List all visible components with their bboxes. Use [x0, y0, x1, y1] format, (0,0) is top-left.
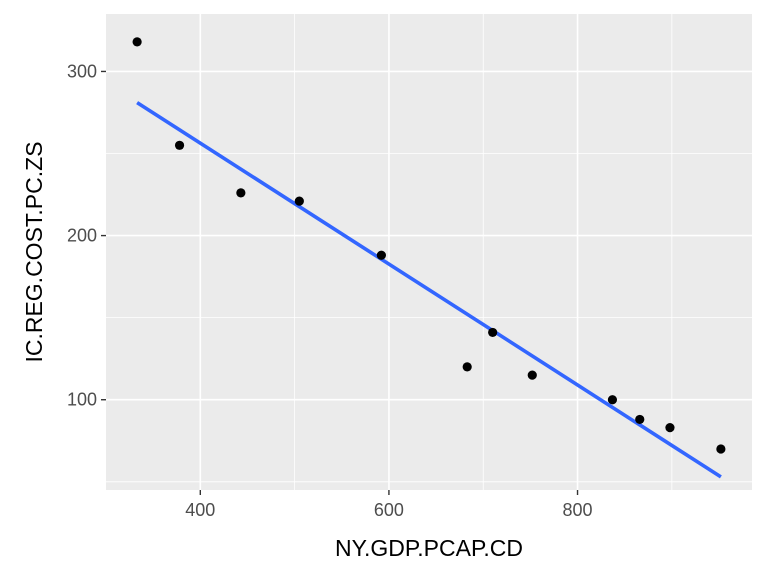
x-axis-title: NY.GDP.PCAP.CD: [335, 535, 523, 561]
data-point: [527, 370, 537, 380]
data-point: [462, 362, 472, 372]
data-point: [635, 414, 645, 425]
data-point: [294, 196, 304, 206]
y-tick-label: 200: [67, 226, 97, 246]
data-point: [376, 250, 386, 260]
x-tick-label: 400: [185, 500, 215, 520]
fit-line: [136, 101, 722, 479]
x-tick-label: 800: [563, 500, 593, 520]
data-point: [488, 327, 498, 338]
y-tick-label: 300: [67, 61, 97, 81]
data-point: [236, 188, 246, 198]
x-tick-label: 600: [374, 500, 404, 520]
major-grid: [106, 14, 752, 490]
data-point: [174, 140, 185, 150]
plot-panel: [106, 14, 752, 490]
points-layer: [132, 37, 726, 454]
data-point: [665, 423, 675, 433]
data-point: [607, 395, 618, 405]
y-tick-label: 100: [67, 390, 97, 410]
fit-line-layer: [136, 101, 722, 479]
data-point: [716, 444, 726, 454]
axis-ticks: [101, 70, 579, 495]
tick-labels: 400 600 800 100 200 300: [67, 61, 593, 520]
data-point: [132, 37, 142, 47]
y-axis-title: IC.REG.COST.PC.ZS: [21, 141, 47, 362]
